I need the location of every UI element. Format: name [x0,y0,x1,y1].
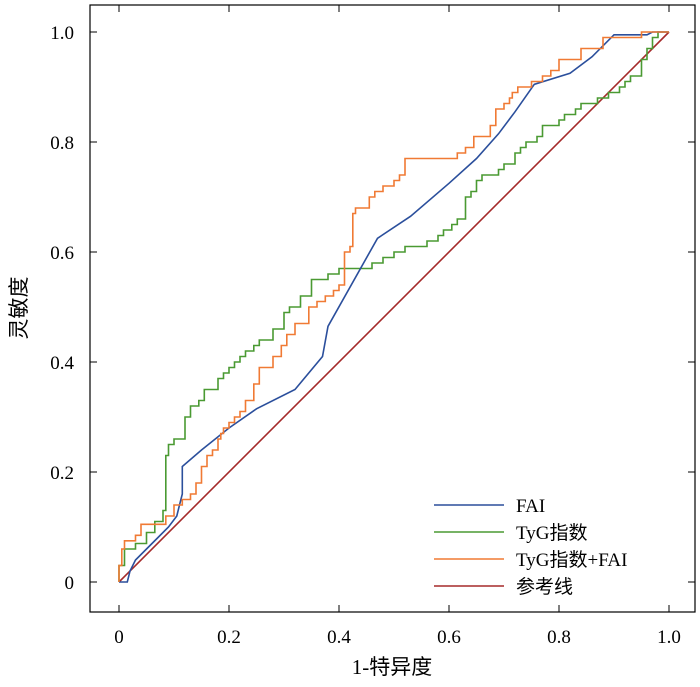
series-line-1 [118,31,669,582]
legend-label: TyG指数 [516,522,588,544]
x-tick-label: 0.4 [327,627,351,648]
plot-frame [89,4,696,613]
series-line-0 [119,31,669,583]
x-tick-label: 0.2 [217,627,241,648]
y-tick-label: 0.4 [50,353,74,374]
series-lines [118,31,670,583]
x-tick-label: 0 [114,627,124,648]
y-tick-label: 0.2 [50,463,74,484]
legend-label: 参考线 [516,576,573,598]
y-tick-label: 1.0 [50,23,74,44]
x-axis-title: 1-特异度 [352,655,433,679]
series-line-3 [118,31,670,583]
series-line-2 [118,31,669,582]
y-tick-label: 0 [65,573,75,594]
axis-ticks: 0 0.2 0.4 0.6 0.8 1.0 0 0.2 0.4 0.6 0.8 1.0 [50,5,695,648]
x-tick-label: 0.8 [547,627,571,648]
y-tick-label: 0.6 [50,243,74,264]
y-tick-label: 0.8 [50,133,74,154]
legend-label: TyG指数+FAI [516,549,627,571]
y-axis-title: 灵敏度 [7,277,31,340]
x-tick-label: 0.6 [437,627,461,648]
legend: FAI TyG指数 TyG指数+FAI 参考线 [434,496,627,598]
x-tick-label: 1.0 [657,627,681,648]
legend-label: FAI [516,496,545,517]
